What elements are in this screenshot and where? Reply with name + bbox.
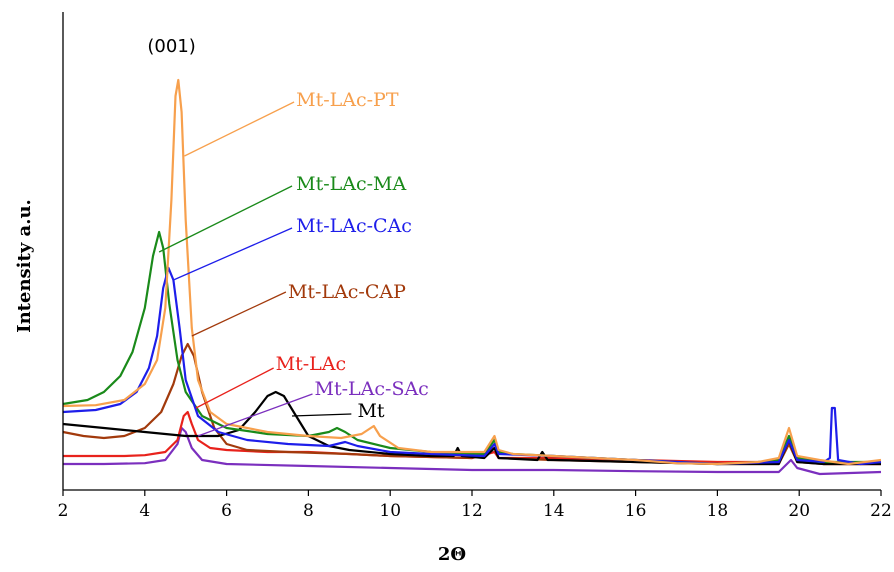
leader-line-mt (292, 413, 352, 417)
series-line-mt-lac-sac (63, 426, 882, 476)
peak-annotation-001: (001) (147, 36, 195, 57)
series-label-mt-lac-sac: Mt-LAc-SAc (315, 378, 429, 400)
series-label-mt: Mt (357, 400, 384, 422)
label-leader-lines (158, 101, 352, 437)
x-tick-label-18: 18 (707, 501, 729, 521)
leader-line-mt-lac-pt (184, 101, 295, 157)
x-tick-label-4: 4 (139, 501, 150, 521)
x-tick-label-8: 8 (303, 501, 314, 521)
x-tick-label-14: 14 (543, 501, 565, 521)
leader-line-mt-lac-cap (191, 291, 287, 337)
x-tick-label-2: 2 (58, 501, 69, 521)
x-ticks: 2 4 6 8 10 12 14 16 18 20 22 (58, 490, 892, 521)
leader-line-mt-lac-cac (173, 227, 293, 281)
x-tick-label-12: 12 (461, 501, 483, 521)
x-tick-label-16: 16 (625, 501, 647, 521)
axes (62, 12, 881, 491)
x-axis-title: 2Θ (438, 544, 466, 565)
series-label-mt-lac-cap: Mt-LAc-CAP (288, 281, 406, 303)
plot-series-group (62, 78, 882, 476)
series-label-mt-lac: Mt-LAc (276, 353, 347, 375)
x-tick-label-6: 6 (221, 501, 232, 521)
x-tick-label-10: 10 (379, 501, 401, 521)
leader-line-mt-lac-ma (158, 185, 293, 253)
leader-line-mt-lac (195, 367, 274, 409)
series-label-mt-lac-ma: Mt-LAc-MA (296, 173, 406, 195)
x-tick-label-20: 20 (788, 501, 810, 521)
leader-line-mt-lac-sac (197, 393, 313, 437)
series-labels: Mt-LAc-PT Mt-LAc-MA Mt-LAc-CAc Mt-LAc-CAP Mt… (276, 89, 429, 422)
x-tick-label-22: 22 (870, 501, 892, 521)
series-label-mt-lac-cac: Mt-LAc-CAc (296, 215, 412, 237)
y-axis-title: Intensity a.u. (14, 199, 35, 333)
series-line-mt-lac-cap (62, 342, 881, 466)
series-label-mt-lac-pt: Mt-LAc-PT (296, 89, 399, 111)
series-line-mt-lac-pt (62, 78, 882, 466)
